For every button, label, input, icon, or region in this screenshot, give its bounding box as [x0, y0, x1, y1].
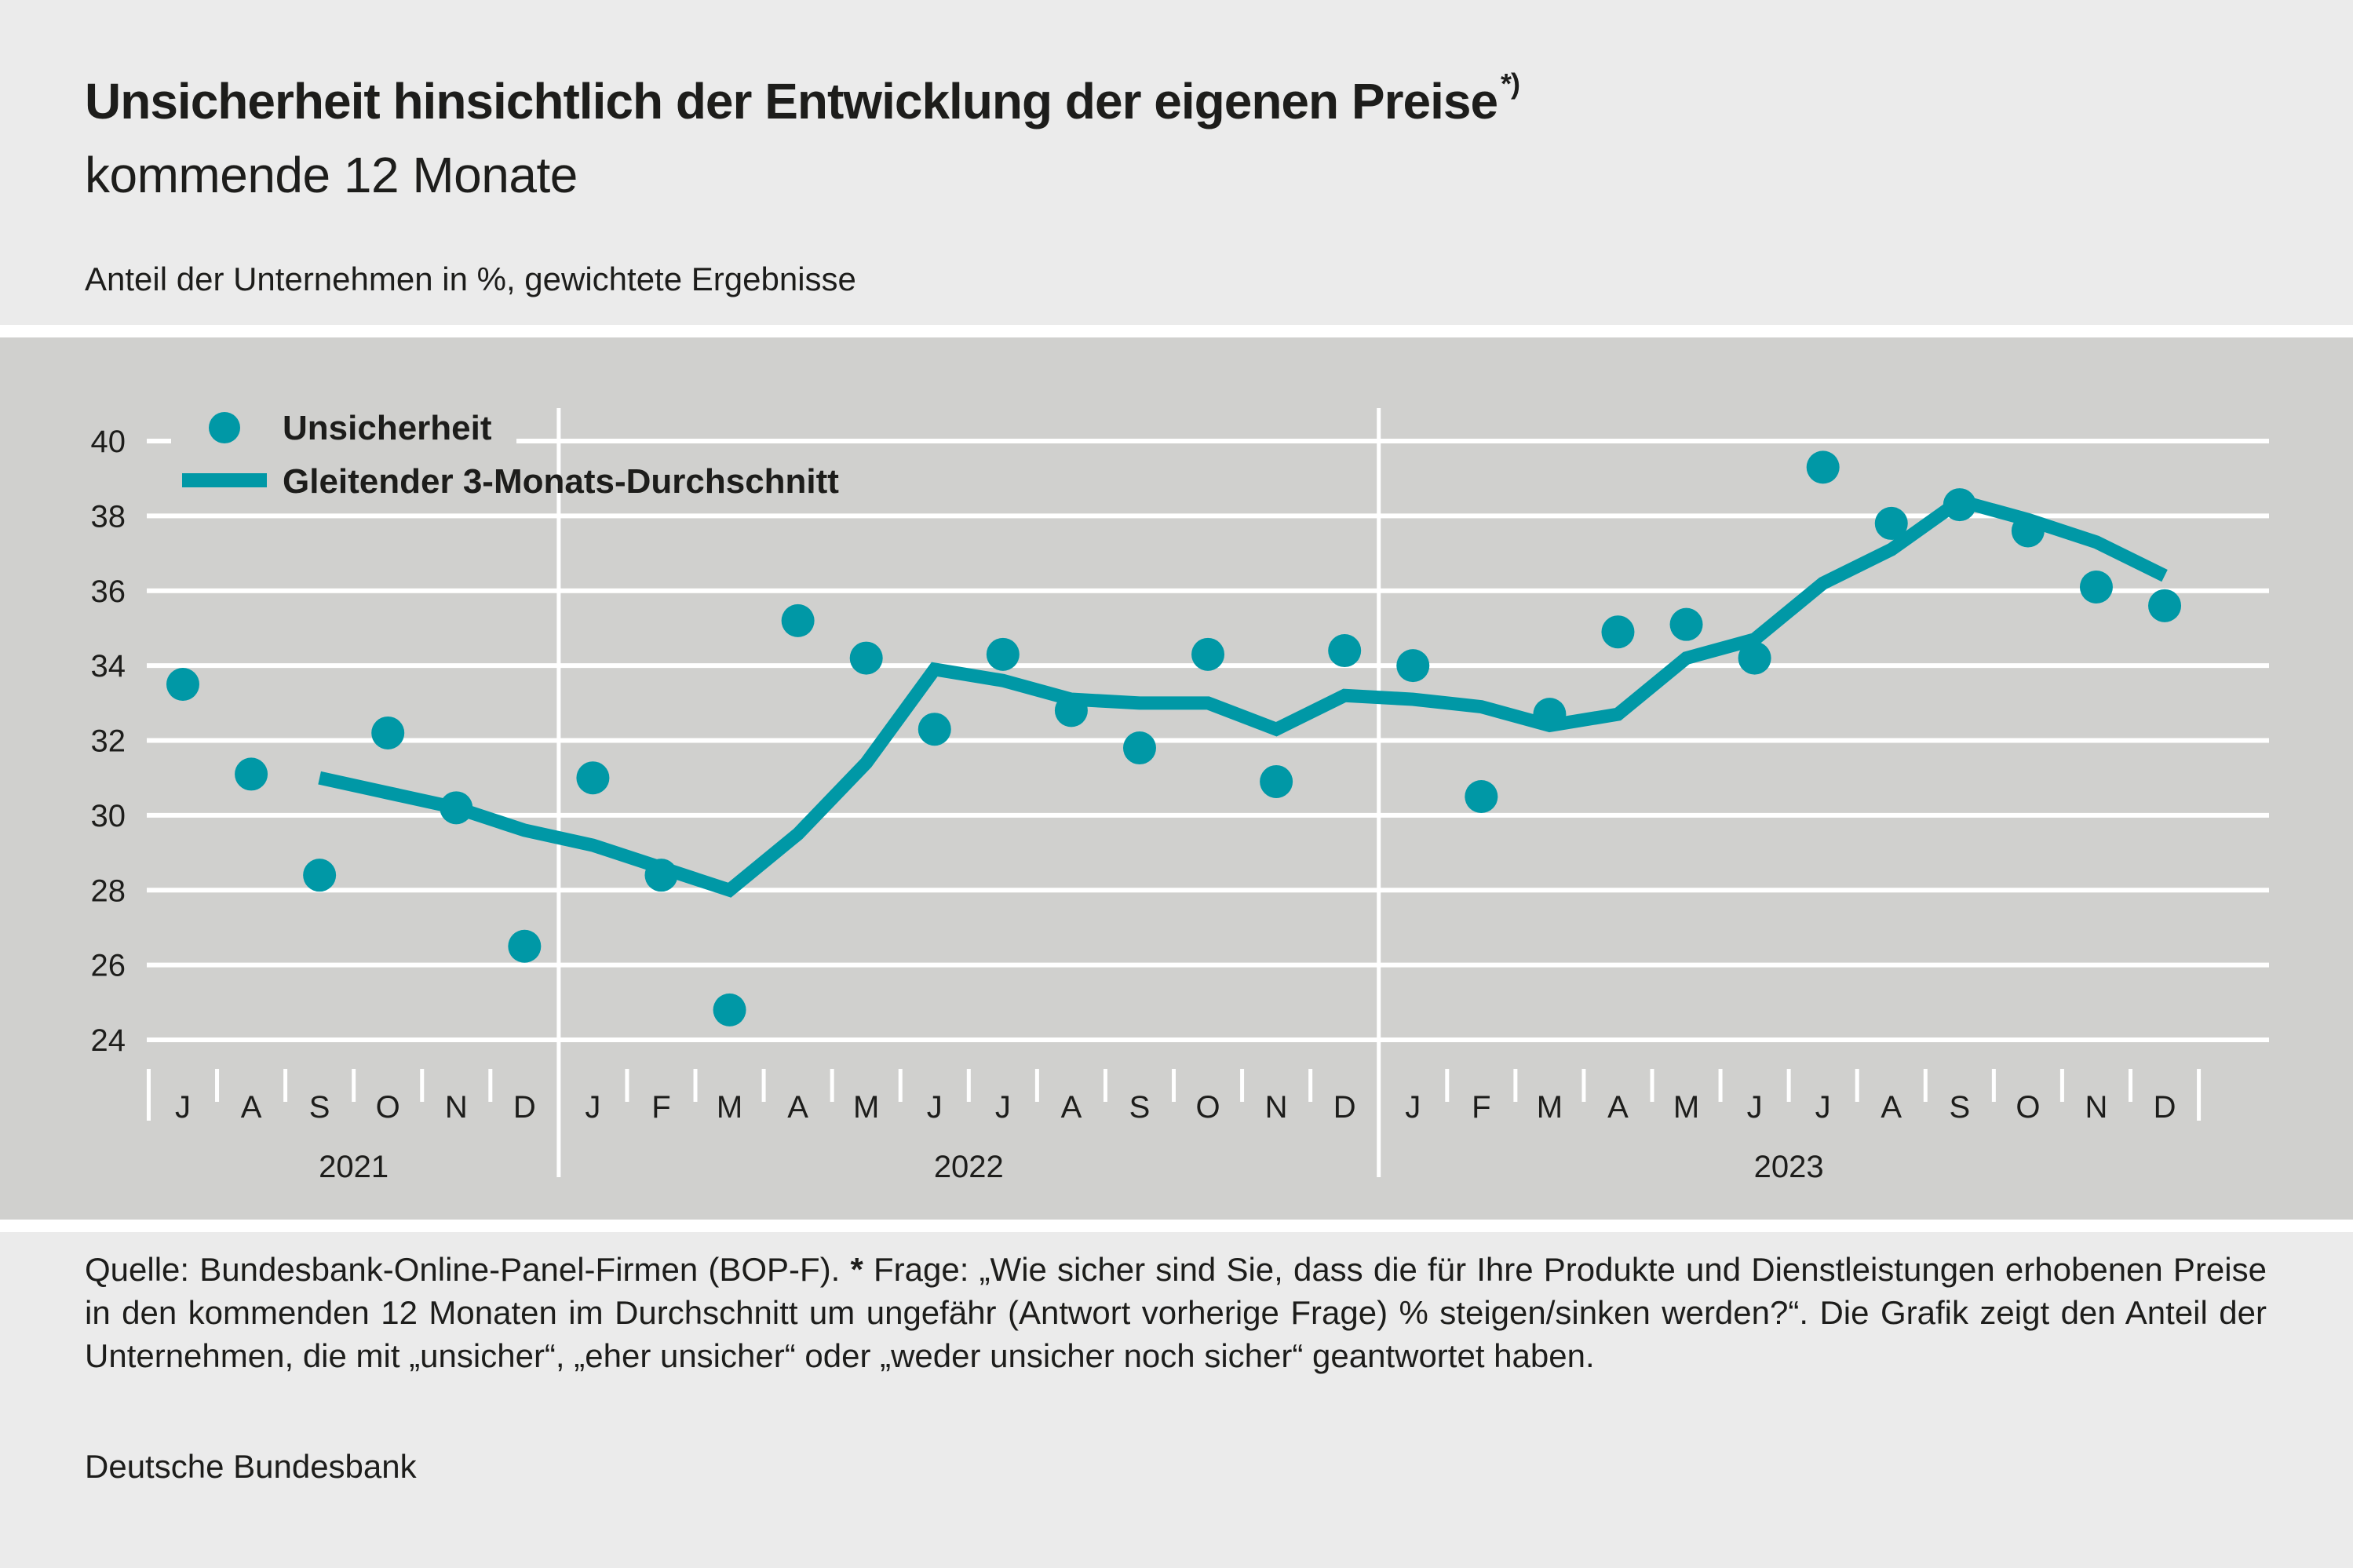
chart-title: Unsicherheit hinsichtlich der Entwicklun… — [85, 67, 1520, 130]
data-point — [1328, 634, 1362, 668]
x-tick-label: N — [1265, 1090, 1288, 1125]
data-point — [1122, 731, 1156, 765]
x-tick-label: J — [1815, 1090, 1831, 1125]
legend-line-marker — [182, 473, 267, 487]
data-point — [917, 713, 951, 746]
x-tick-label: F — [1472, 1090, 1490, 1125]
data-point — [1669, 607, 1703, 641]
x-tick-label: A — [1881, 1090, 1902, 1125]
divider-bottom — [0, 1220, 2353, 1232]
x-tick-label: A — [1061, 1090, 1082, 1125]
data-point — [1191, 637, 1225, 671]
header: Unsicherheit hinsichtlich der Entwicklun… — [0, 0, 2353, 325]
x-tick-label: M — [853, 1090, 879, 1125]
x-tick-label: M — [717, 1090, 742, 1125]
footnote: Quelle: Bundesbank-Online-Panel-Firmen (… — [85, 1248, 2267, 1377]
data-point — [1533, 698, 1567, 731]
legend-dot-marker — [209, 412, 240, 443]
footnote-text: Frage: „Wie sicher sind Sie, dass die fü… — [85, 1251, 2267, 1374]
organization: Deutsche Bundesbank — [85, 1448, 417, 1485]
y-tick-label: 40 — [91, 425, 126, 459]
x-tick-label: A — [787, 1090, 808, 1125]
x-tick-label: J — [927, 1090, 943, 1125]
data-point — [644, 859, 678, 892]
x-tick-label: J — [1747, 1090, 1763, 1125]
y-tick-label: 24 — [91, 1023, 126, 1058]
year-label: 2022 — [934, 1150, 1004, 1184]
data-point — [1260, 764, 1293, 798]
data-point — [849, 641, 883, 675]
x-tick-label: J — [1405, 1090, 1421, 1125]
x-tick-label: A — [1607, 1090, 1629, 1125]
data-point — [1054, 694, 1088, 727]
y-tick-label: 38 — [91, 499, 126, 534]
unit-label: Anteil der Unternehmen in %, gewichtete … — [85, 261, 856, 297]
chart-subtitle: kommende 12 Monate — [85, 147, 578, 203]
x-tick-label: D — [513, 1090, 536, 1125]
year-label: 2023 — [1754, 1150, 1824, 1184]
y-tick-label: 28 — [91, 873, 126, 908]
x-tick-label: O — [1195, 1090, 1220, 1125]
x-tick-label: J — [995, 1090, 1011, 1125]
divider-top — [0, 325, 2353, 337]
data-point — [235, 757, 268, 791]
y-axis-ticks: 24 26 28 30 32 34 36 38 40 — [91, 425, 126, 1058]
grid — [147, 408, 2269, 1177]
y-tick-label: 26 — [91, 949, 126, 983]
x-tick-label: M — [1537, 1090, 1563, 1125]
data-point — [1943, 488, 1976, 522]
chart-title-text: Unsicherheit hinsichtlich der Entwicklun… — [85, 73, 1498, 129]
data-point — [371, 716, 405, 749]
x-tick-label: M — [1673, 1090, 1699, 1125]
data-point — [2011, 514, 2045, 548]
data-point — [576, 761, 610, 795]
x-tick-label: O — [2016, 1090, 2040, 1125]
y-tick-label: 34 — [91, 649, 126, 684]
x-axis-ticks: J A S O N D J F M A M J J A S O N D J F M A M J J A S O N D 2021 2022 20… — [146, 1069, 2202, 1184]
moving-average-line — [318, 494, 2168, 898]
y-tick-label: 30 — [91, 799, 126, 833]
y-tick-label: 32 — [91, 724, 126, 759]
x-tick-label: J — [175, 1090, 191, 1125]
data-point — [1465, 780, 1498, 814]
data-point — [440, 791, 473, 825]
data-point — [1806, 450, 1840, 484]
data-point — [2079, 570, 2113, 603]
footnote-star: * — [850, 1251, 863, 1288]
data-point — [713, 993, 746, 1026]
x-tick-label: D — [2154, 1090, 2176, 1125]
data-point — [1396, 649, 1430, 683]
data-point — [986, 637, 1020, 671]
source-text: Quelle: Bundesbank-Online-Panel-Firmen (… — [85, 1251, 841, 1288]
x-tick-label: O — [376, 1090, 400, 1125]
x-tick-label: J — [585, 1090, 600, 1125]
x-tick-label: A — [241, 1090, 262, 1125]
year-label: 2021 — [319, 1150, 389, 1184]
legend: Unsicherheit Gleitender 3-Monats-Durchsc… — [171, 396, 839, 505]
x-tick-label: S — [1129, 1090, 1151, 1125]
x-tick-label: D — [1333, 1090, 1356, 1125]
data-point — [166, 667, 199, 701]
x-tick-label: S — [309, 1090, 330, 1125]
x-tick-label: F — [651, 1090, 670, 1125]
data-point — [508, 929, 542, 963]
x-tick-label: N — [445, 1090, 468, 1125]
y-tick-label: 36 — [91, 574, 126, 609]
x-tick-label: N — [2085, 1090, 2108, 1125]
data-point — [2148, 589, 2182, 622]
title-footnote-mark: *) — [1501, 67, 1520, 100]
data-point — [1874, 506, 1908, 540]
data-point — [303, 859, 337, 892]
data-point — [1601, 615, 1635, 649]
x-tick-label: S — [1949, 1090, 1970, 1125]
series-moving-average — [318, 494, 2168, 898]
legend-label-moving-average: Gleitender 3-Monats-Durchschnitt — [283, 462, 839, 501]
data-point — [781, 603, 815, 637]
data-point — [1738, 641, 1771, 675]
legend-label-uncertainty: Unsicherheit — [283, 409, 492, 447]
series-uncertainty — [166, 450, 2182, 1026]
